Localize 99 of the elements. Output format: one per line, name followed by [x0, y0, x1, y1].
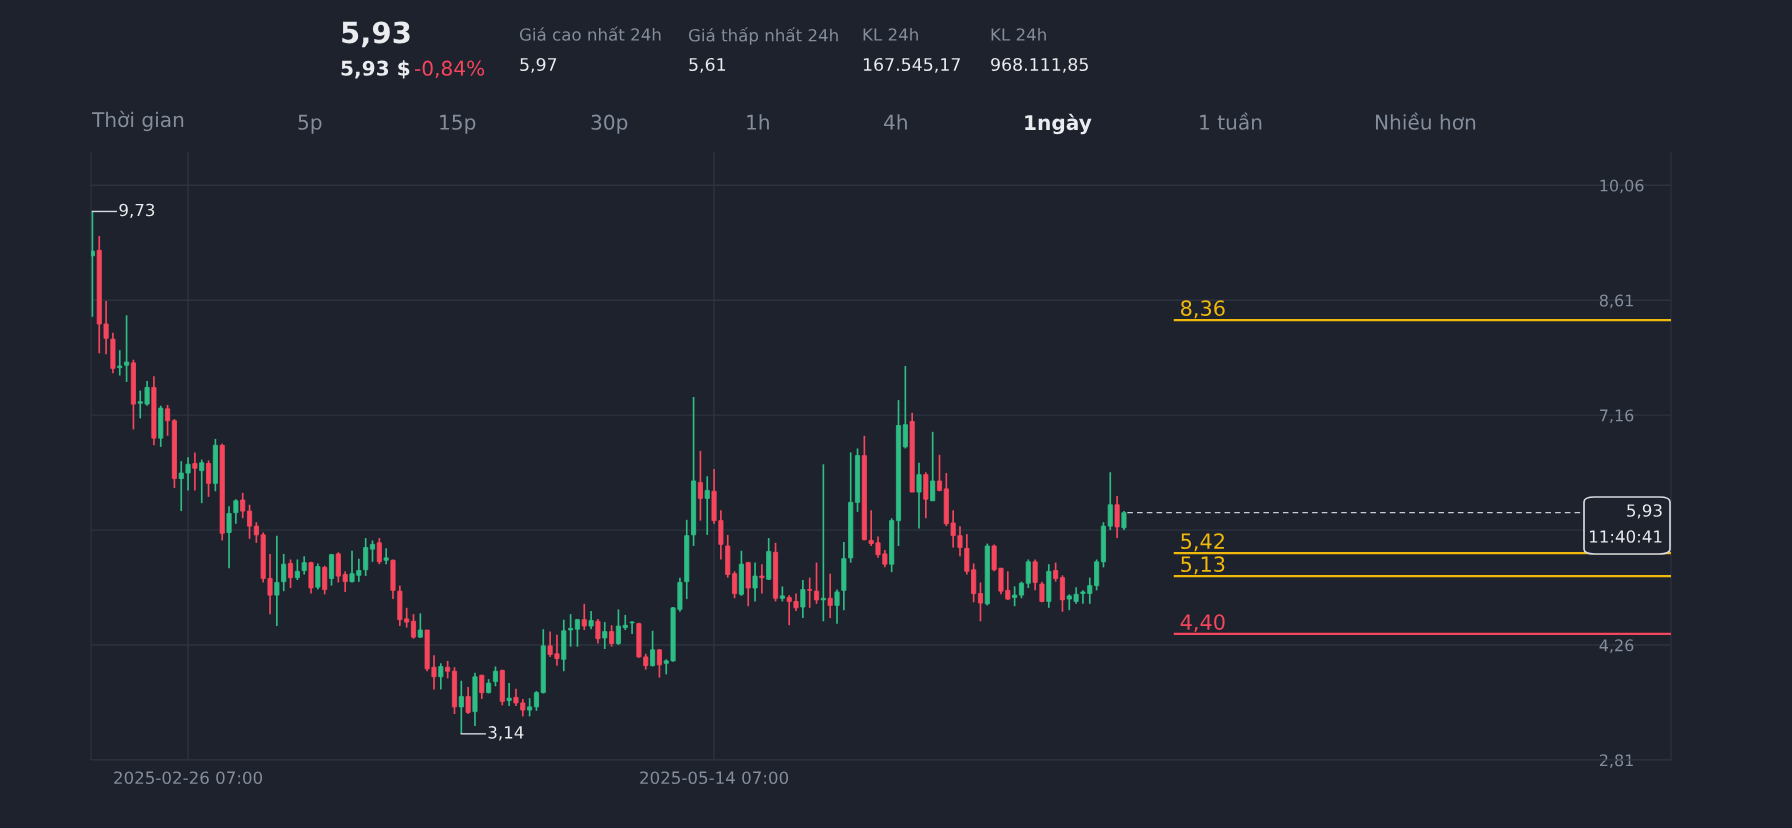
ref-line-label: 5,93	[1627, 504, 1662, 519]
text: Nhiều hơn	[1375, 112, 1476, 130]
candlestick	[595, 618, 601, 645]
candlestick	[1121, 510, 1127, 531]
y-tick-label: 2,81	[1599, 754, 1633, 768]
text: 5,93	[342, 21, 410, 48]
candlestick	[91, 210, 95, 318]
candlestick	[834, 588, 840, 625]
candlestick	[301, 555, 307, 576]
candlestick	[417, 612, 423, 639]
text: 4h	[883, 114, 907, 130]
candlestick	[820, 463, 826, 623]
text: 5,97	[520, 57, 557, 73]
candlestick	[629, 620, 635, 635]
candlestick	[936, 453, 943, 493]
text: 5,93 $	[341, 60, 410, 79]
candlestick	[650, 629, 656, 668]
text: Giá thấp nhất 24h	[688, 27, 838, 45]
candlestick	[1032, 558, 1038, 592]
candlestick	[192, 451, 198, 492]
x-tick-label: 2025-05-14 07:00	[640, 771, 789, 785]
text: Giá cao nhất 24h	[519, 26, 661, 41]
candlestick	[465, 686, 471, 715]
candlestick	[574, 618, 580, 648]
candlestick	[1059, 574, 1065, 613]
y-tick-label: 10,06	[1600, 179, 1644, 194]
candlestick	[1053, 561, 1059, 583]
text: 1 tuần	[1200, 112, 1262, 130]
candlestick	[479, 674, 485, 700]
x-tick-label: 2025-02-26 07:00	[114, 771, 263, 785]
candlestick	[274, 534, 280, 627]
text: 5p	[298, 114, 322, 134]
candlestick	[759, 563, 765, 595]
text: 30p	[591, 114, 628, 134]
candlestick	[656, 648, 662, 679]
candlestick	[322, 564, 328, 596]
candlestick	[363, 537, 369, 577]
candlestick	[199, 458, 205, 505]
candlestick	[206, 459, 212, 498]
candlestick	[916, 461, 922, 530]
candlestick	[165, 404, 171, 437]
annotation: 11:40:41	[1589, 530, 1662, 543]
ref-line-label: 5,13	[1181, 556, 1225, 575]
annotation: 9,73	[119, 203, 155, 218]
candlestick	[602, 621, 608, 650]
y-tick-label: 7,16	[1600, 409, 1634, 424]
candlestick	[315, 562, 321, 591]
candlestick	[383, 547, 389, 566]
text: 167.545,17	[863, 57, 960, 73]
candlestick	[527, 697, 533, 718]
candlestick	[902, 365, 908, 450]
candlestick	[247, 503, 253, 540]
candlestick	[240, 492, 246, 520]
candlestick	[1025, 558, 1031, 589]
text: 15p	[440, 114, 476, 134]
candlestick	[287, 558, 294, 589]
ref-line-label: 5,42	[1181, 533, 1224, 552]
candlestick	[506, 682, 512, 707]
text: -0,84%	[414, 60, 485, 78]
text: KL 24h	[991, 27, 1046, 41]
candlestick	[732, 570, 738, 600]
text: 968.111,85	[991, 57, 1088, 73]
candlestick	[930, 430, 936, 502]
candlestick	[1107, 471, 1113, 531]
ref-line-label: 8,36	[1181, 300, 1225, 319]
candlestick	[1012, 585, 1018, 608]
text: Thời gian	[91, 110, 184, 132]
candlestick	[609, 624, 615, 648]
candlestick	[369, 539, 376, 563]
y-tick-label: 4,26	[1599, 639, 1634, 653]
candlestick	[807, 576, 813, 609]
candlestick	[800, 579, 806, 619]
candlestick	[813, 561, 820, 605]
candlestick	[752, 561, 758, 603]
y-tick-label: 8,61	[1599, 294, 1633, 309]
candlestick	[376, 537, 382, 566]
candlestick	[281, 553, 287, 592]
text: 5,61	[689, 57, 726, 73]
annotation: 3,14	[488, 726, 524, 741]
candlestick	[827, 572, 833, 619]
text: KL 24h	[863, 27, 918, 41]
candlestick	[581, 603, 587, 631]
candlestick	[588, 610, 594, 631]
candlestick	[1114, 495, 1120, 539]
candlestick	[233, 498, 239, 525]
candlestick	[226, 505, 232, 570]
candlestick	[328, 553, 335, 587]
candlestick	[977, 581, 984, 623]
candlestick	[697, 450, 703, 522]
candlestick	[704, 475, 710, 536]
ref-line-label: 4,40	[1180, 614, 1225, 633]
text: 1ngày	[1025, 113, 1092, 135]
text: 1h	[747, 114, 769, 130]
candlestick	[492, 665, 498, 688]
candlestick	[294, 558, 300, 581]
candlestick	[458, 679, 464, 735]
candlestick	[438, 662, 444, 691]
candlestick	[533, 690, 539, 712]
candlestick	[410, 613, 417, 640]
